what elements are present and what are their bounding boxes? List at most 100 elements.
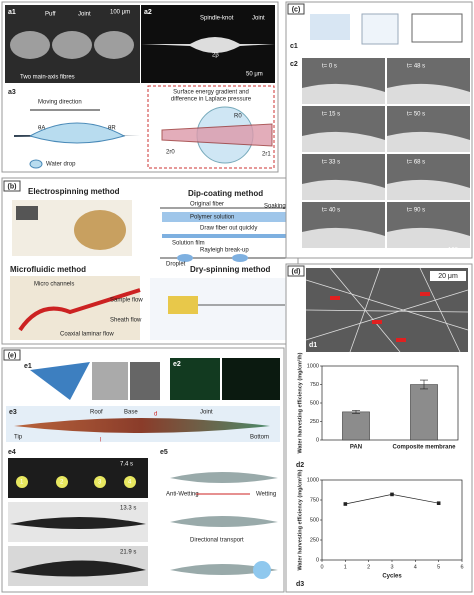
x-tick-label: Composite membrane bbox=[392, 445, 456, 451]
error-bar bbox=[352, 410, 360, 414]
fibre bbox=[387, 227, 470, 248]
x-tick-label: 2 bbox=[367, 564, 370, 570]
syringe bbox=[168, 296, 198, 314]
label: Wetting bbox=[256, 492, 276, 498]
label: Micro channels bbox=[34, 282, 74, 288]
bar bbox=[342, 411, 370, 441]
inset-frame bbox=[147, 85, 275, 169]
point bbox=[436, 501, 441, 505]
panel-label: e5 bbox=[160, 449, 168, 456]
label: θA bbox=[38, 126, 45, 132]
label: Soaking bbox=[264, 204, 286, 210]
label-box bbox=[3, 349, 21, 361]
label: difference in Laplace pressure bbox=[171, 97, 252, 103]
label: Polymer solution bbox=[190, 215, 234, 221]
time-label: t= 68 s bbox=[407, 160, 425, 166]
solution bbox=[162, 212, 288, 222]
micrograph bbox=[92, 362, 128, 400]
y-tick-label: 250 bbox=[310, 537, 319, 543]
label: Solution film bbox=[172, 241, 205, 247]
panel-label: e4 bbox=[8, 449, 16, 456]
fibre bbox=[14, 418, 270, 433]
y-axis-label: Water harvesting efficiency (mg/cm²/h) bbox=[296, 352, 303, 453]
time-label: t= 40 s bbox=[322, 208, 340, 214]
label: Rayleigh break-up bbox=[200, 248, 249, 254]
time-label: t= 50 s bbox=[407, 112, 425, 118]
bar bbox=[410, 384, 438, 441]
spindle-knot bbox=[141, 37, 275, 53]
label: 2 bbox=[60, 480, 64, 486]
method-title: Microfluidic method bbox=[10, 265, 86, 274]
fibre bbox=[170, 564, 278, 575]
cone bbox=[161, 123, 273, 147]
fibre bbox=[302, 83, 385, 104]
panel-label: (b) bbox=[8, 183, 17, 190]
arrows bbox=[330, 292, 430, 342]
micrograph bbox=[130, 362, 160, 400]
time: 13.3 s bbox=[120, 506, 136, 512]
label: Tip bbox=[14, 435, 23, 441]
point bbox=[390, 492, 394, 497]
label: 2r1 bbox=[262, 152, 271, 158]
y-tick-label: 1000 bbox=[307, 363, 319, 369]
label: Joint bbox=[78, 12, 91, 18]
fibre bbox=[387, 83, 470, 104]
point bbox=[343, 502, 348, 506]
label: Two main-axis fibres bbox=[20, 75, 75, 81]
panel-d: (d) 20 μm d1 d2 d3 bbox=[285, 263, 473, 593]
fibre bbox=[170, 516, 278, 527]
label: 3 bbox=[98, 480, 102, 486]
label: Water drop bbox=[46, 162, 76, 168]
x-tick-label: 6 bbox=[460, 564, 463, 570]
panel-label: a1 bbox=[8, 9, 16, 16]
panel-label: (d) bbox=[292, 268, 301, 275]
label: Coaxial laminar flow bbox=[60, 332, 114, 338]
panel-label: (e) bbox=[8, 352, 17, 359]
label: d bbox=[154, 412, 157, 418]
illustration bbox=[10, 276, 140, 340]
time: 21.9 s bbox=[120, 550, 136, 556]
label: Droplet bbox=[166, 262, 186, 268]
panel-label: a3 bbox=[8, 89, 16, 96]
time-label: t= 48 s bbox=[407, 64, 425, 70]
panel-c: (c) c1 c2 t= 0 s t= 48 s t= 15 s t= 50 s t= … bbox=[285, 1, 473, 259]
label: Spindle-knot bbox=[200, 16, 234, 22]
label: Anti-Wetting bbox=[166, 492, 199, 498]
x-tick-label: 4 bbox=[414, 564, 417, 570]
label: 2β bbox=[212, 53, 219, 59]
micrograph bbox=[222, 358, 280, 400]
label: Joint bbox=[252, 16, 265, 22]
time-label: t= 15 s bbox=[322, 112, 340, 118]
scale-bar: 50 μm bbox=[246, 72, 263, 78]
label: R0 bbox=[234, 114, 242, 120]
label: Sample flow bbox=[110, 298, 143, 304]
drop bbox=[253, 561, 271, 579]
scale-bar: 100 μm bbox=[110, 10, 130, 16]
scale-bar: 100 μm bbox=[448, 248, 468, 254]
label: Moving direction bbox=[38, 100, 82, 106]
label: Draw fiber out quickly bbox=[200, 226, 257, 232]
x-tick-label: PAN bbox=[350, 445, 362, 451]
panel-label: c1 bbox=[290, 43, 298, 50]
label: 1 bbox=[20, 480, 24, 486]
panel-label: (c) bbox=[292, 6, 301, 13]
drops bbox=[16, 476, 136, 488]
label: Directional transport bbox=[190, 538, 244, 544]
drop bbox=[10, 517, 146, 529]
panel-e: (e) e1 e2 e3 Roof Base Joint Tip Bottom … bbox=[1, 347, 285, 593]
x-tick-label: 1 bbox=[344, 564, 347, 570]
y-tick-label: 250 bbox=[310, 419, 319, 425]
label: Sheath flow bbox=[110, 318, 142, 324]
droplet bbox=[177, 254, 193, 262]
film bbox=[162, 234, 288, 238]
scale-bar: 20 μm bbox=[438, 273, 458, 280]
x-tick-label: 5 bbox=[437, 564, 440, 570]
label: θR bbox=[108, 126, 116, 132]
label: l bbox=[100, 438, 101, 444]
method-title: Electrospinning method bbox=[28, 187, 120, 196]
x-tick-label: 3 bbox=[390, 564, 393, 570]
label-box bbox=[3, 180, 21, 192]
drop bbox=[10, 560, 146, 577]
